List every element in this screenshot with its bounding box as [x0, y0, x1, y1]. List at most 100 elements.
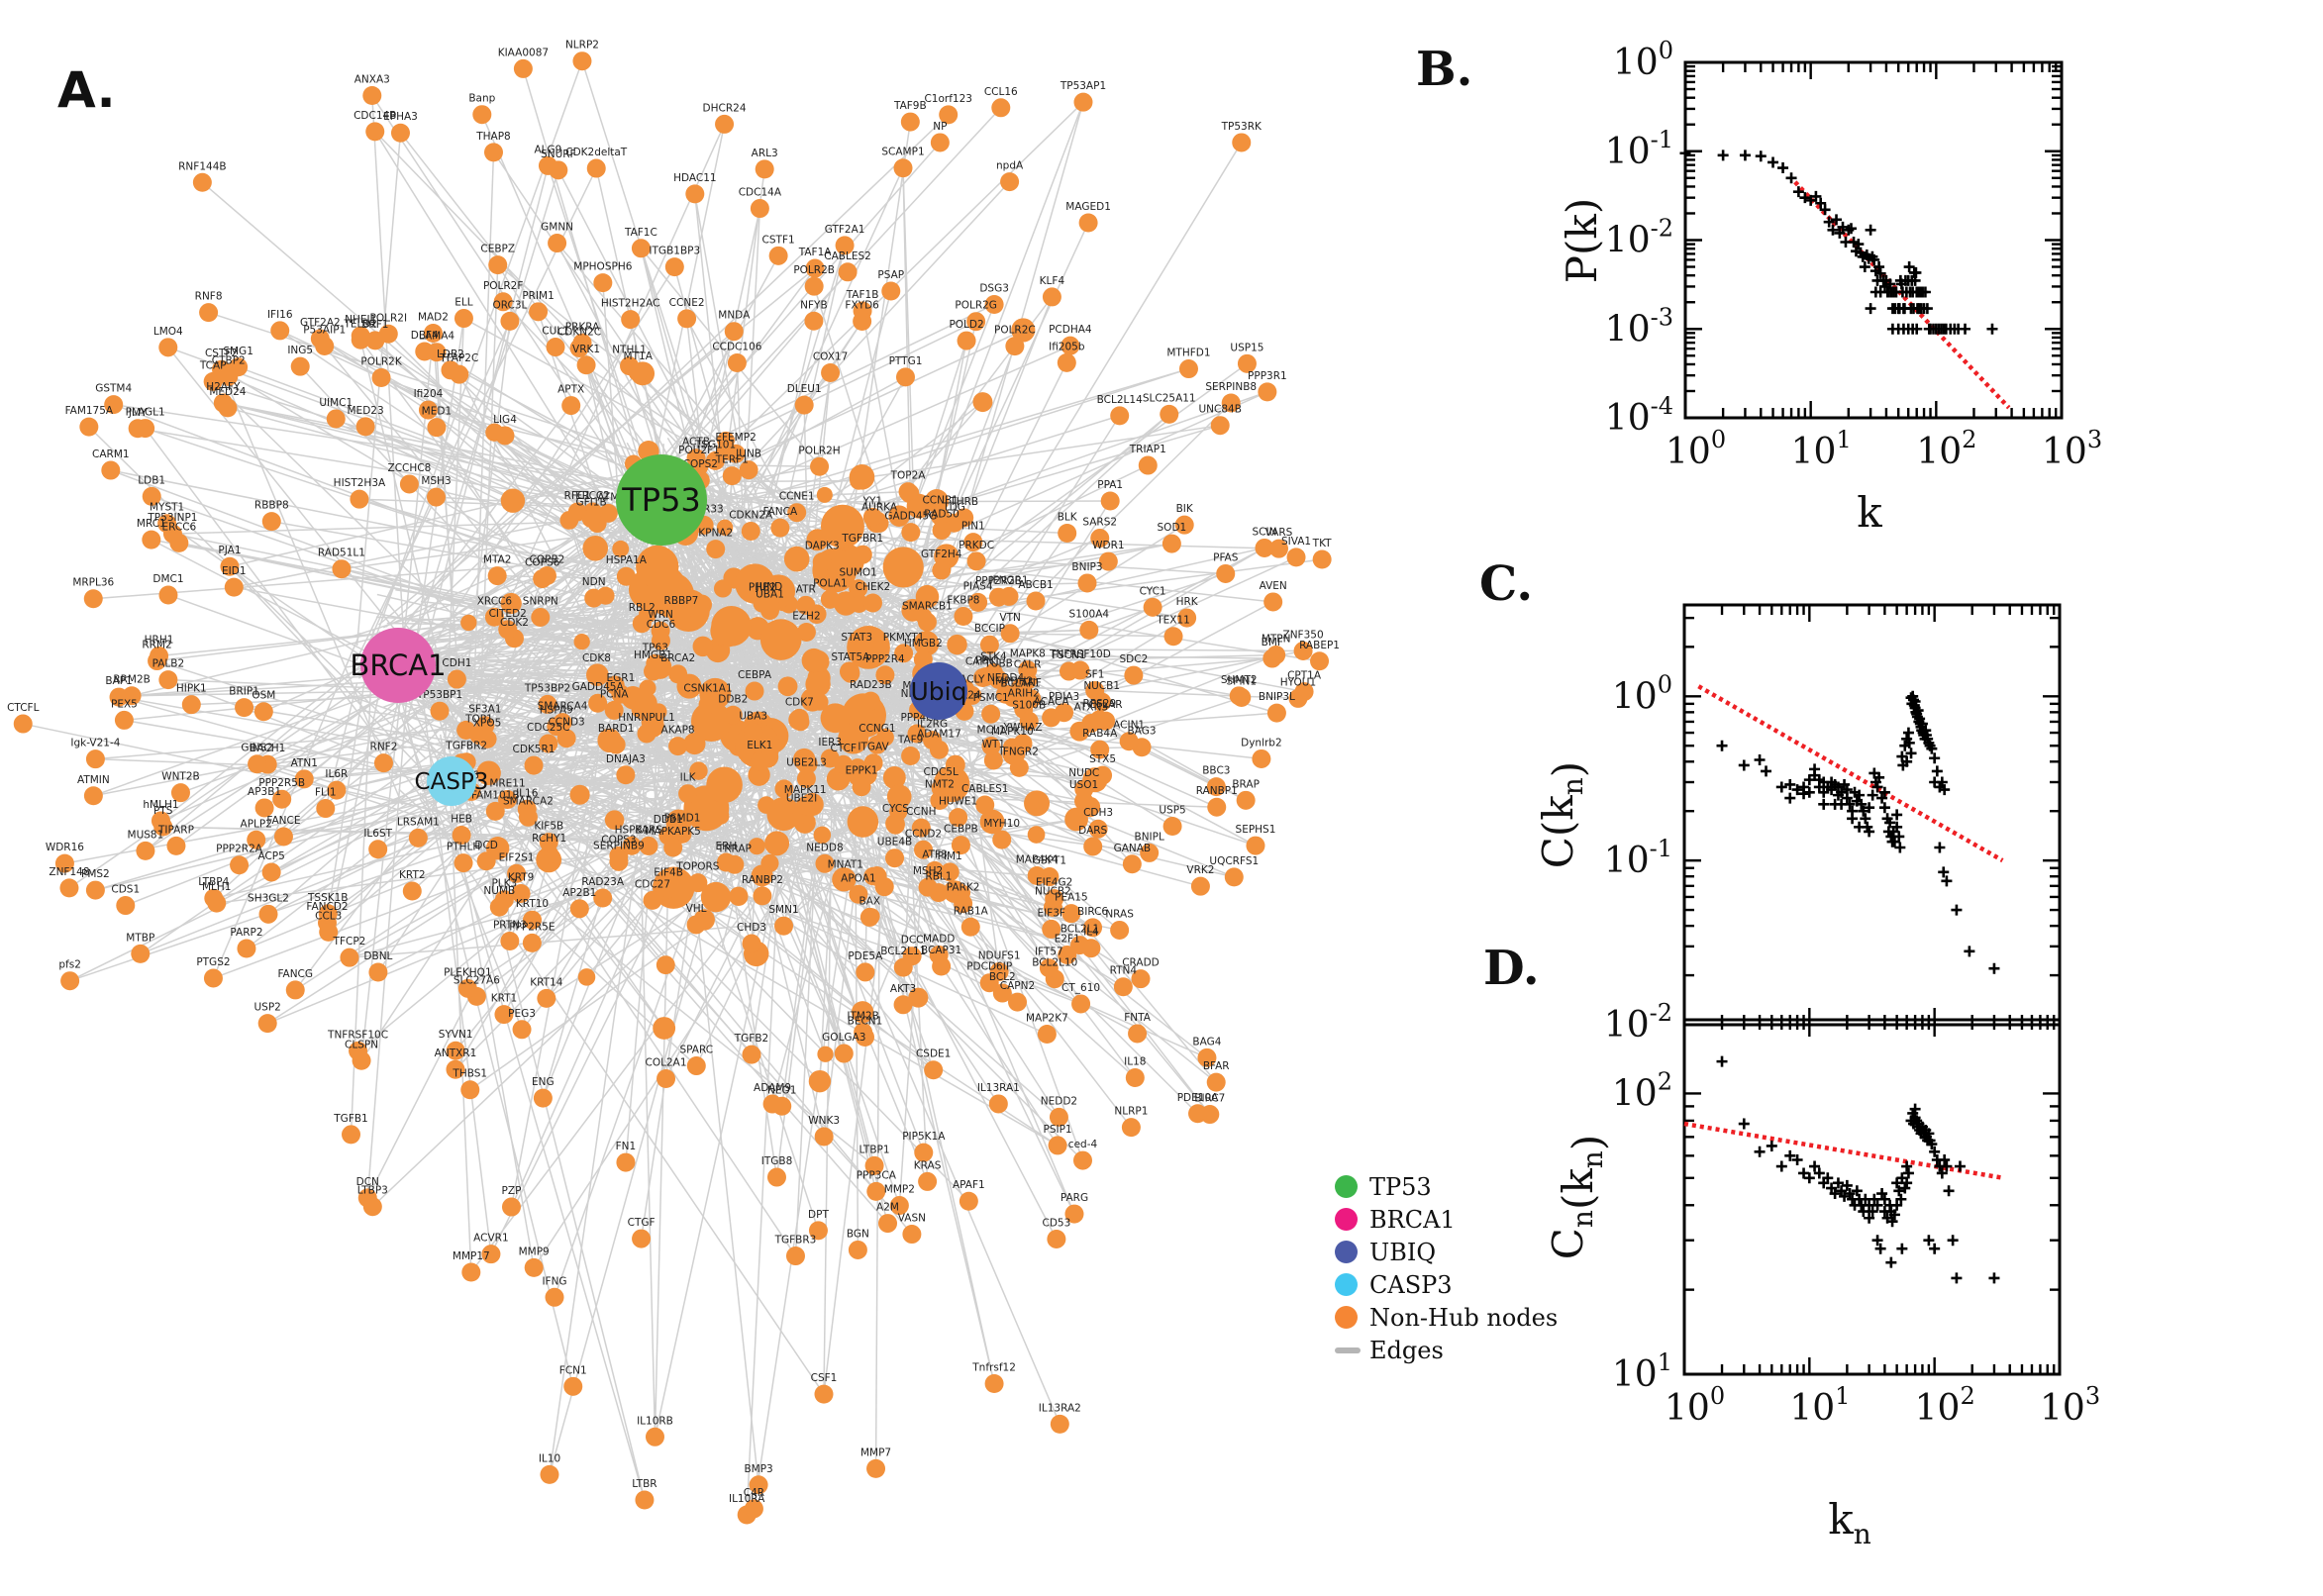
network-node-label: NEO1: [767, 1084, 796, 1096]
data-points-layer: [1716, 690, 2000, 974]
data-point-marker: [1986, 323, 1998, 335]
network-node: [663, 838, 683, 857]
network-node-filler: [500, 488, 526, 513]
network-edge: [800, 749, 1217, 1083]
network-node-label: MUS81: [128, 829, 164, 841]
network-edge: [646, 107, 1002, 491]
network-node-label: ERH: [715, 841, 737, 852]
data-point-marker: [1867, 1206, 1878, 1218]
network-node-label: CHD3: [737, 922, 766, 934]
network-node: [598, 503, 618, 523]
network-node-label: PRKDC: [959, 540, 994, 551]
network-node-label: HRH1: [145, 634, 174, 646]
network-node-label: AURKA: [861, 501, 898, 513]
network-node: [531, 607, 551, 627]
network-node-label: TSSK1B: [307, 892, 349, 904]
hub-node-label-tp53: TP53: [621, 481, 701, 519]
network-node-label: Tnfrsf12: [971, 1361, 1016, 1373]
data-point-marker: [1988, 962, 2000, 974]
data-point-marker: [1809, 1160, 1821, 1172]
network-node-label: SUMO1: [840, 567, 877, 579]
network-edge: [898, 602, 929, 1182]
network-node-filler: [886, 784, 912, 810]
network-edge: [719, 167, 904, 571]
network-edge: [549, 887, 714, 1475]
network-node-label: ANTXR1: [435, 1047, 477, 1059]
network-node-label: USP2: [254, 1002, 281, 1014]
network-node-filler: [689, 761, 708, 780]
network-node-label: LIG4: [493, 414, 517, 426]
network-node-filler: [783, 546, 810, 572]
network-node: [500, 311, 520, 331]
network-node-label: ENG: [532, 1076, 555, 1088]
network-node-label: Dynlrb2: [1241, 737, 1282, 748]
data-point-marker: [1902, 1167, 1914, 1179]
network-node-label: PEG3: [508, 1008, 536, 1020]
network-node-label: ELL: [454, 297, 472, 309]
network-node: [739, 460, 758, 480]
network-node: [911, 818, 931, 838]
network-node: [148, 651, 167, 671]
data-point-marker: [1785, 172, 1797, 184]
network-node-label: ZNF350: [1283, 629, 1324, 641]
network-node-label: ATF3: [922, 848, 948, 860]
network-edge: [390, 424, 1221, 669]
y-axis-tick-label: 10-2: [1605, 215, 1673, 261]
network-node: [523, 910, 543, 930]
network-node: [1177, 608, 1197, 628]
network-node-label: MMP9: [519, 1246, 550, 1257]
data-point-marker: [1891, 1199, 1903, 1211]
network-node: [847, 644, 866, 663]
network-node: [586, 158, 606, 178]
network-node-label: GTF2H4: [921, 549, 962, 560]
network-node: [495, 426, 515, 446]
x-axis-tick-label: 102: [1915, 1382, 1975, 1429]
network-node-label: PTS: [153, 805, 173, 817]
y-axis-label: P(k): [1558, 198, 1606, 283]
panel-a-label: A.: [57, 61, 116, 119]
network-node-label: ANXA3: [354, 74, 390, 86]
data-point-marker: [1938, 866, 1950, 878]
network-node-label: PPP3R1: [1248, 370, 1287, 382]
network-edge: [463, 317, 697, 448]
network-node: [169, 533, 189, 552]
plot-frame: [1682, 1018, 2062, 1376]
network-edge: [145, 428, 441, 823]
network-edge: [419, 797, 825, 1395]
network-node-label: IL13RA2: [1039, 1402, 1081, 1414]
data-point-marker: [1823, 216, 1835, 228]
network-node: [59, 878, 79, 898]
network-node: [142, 486, 161, 506]
network-node-label: THAP8: [475, 131, 511, 143]
network-node: [959, 1191, 978, 1211]
network-node: [1207, 797, 1227, 817]
network-node-label: SPARC: [679, 1045, 713, 1056]
network-node-label: SOD1: [1158, 522, 1187, 534]
network-node: [593, 273, 613, 293]
network-node-label: JMY: [128, 407, 148, 419]
network-node-label: TP53INP1: [147, 512, 197, 524]
network-node: [158, 585, 178, 605]
network-node-label: IFT57: [1035, 947, 1063, 958]
data-point-marker: [1799, 192, 1811, 204]
network-node: [247, 830, 266, 849]
network-node-label: PSMD1: [664, 812, 701, 824]
network-node-label: NUCB2: [1035, 886, 1071, 898]
network-node-label: CT_610: [1061, 982, 1100, 994]
network-node-filler: [700, 881, 732, 913]
network-edge: [437, 623, 654, 672]
data-point-marker: [1813, 1167, 1825, 1179]
network-node: [569, 899, 589, 919]
network-edge: [229, 565, 434, 782]
data-point-marker: [1874, 267, 1886, 279]
network-node-filler: [851, 1001, 874, 1024]
network-node-filler: [683, 733, 706, 755]
network-node: [726, 444, 746, 463]
data-point-marker: [1829, 1188, 1841, 1200]
panel-c-label: C.: [1479, 556, 1534, 612]
network-node: [498, 620, 518, 640]
network-node-label: PKMYT1: [883, 632, 925, 644]
network-node: [727, 352, 747, 372]
